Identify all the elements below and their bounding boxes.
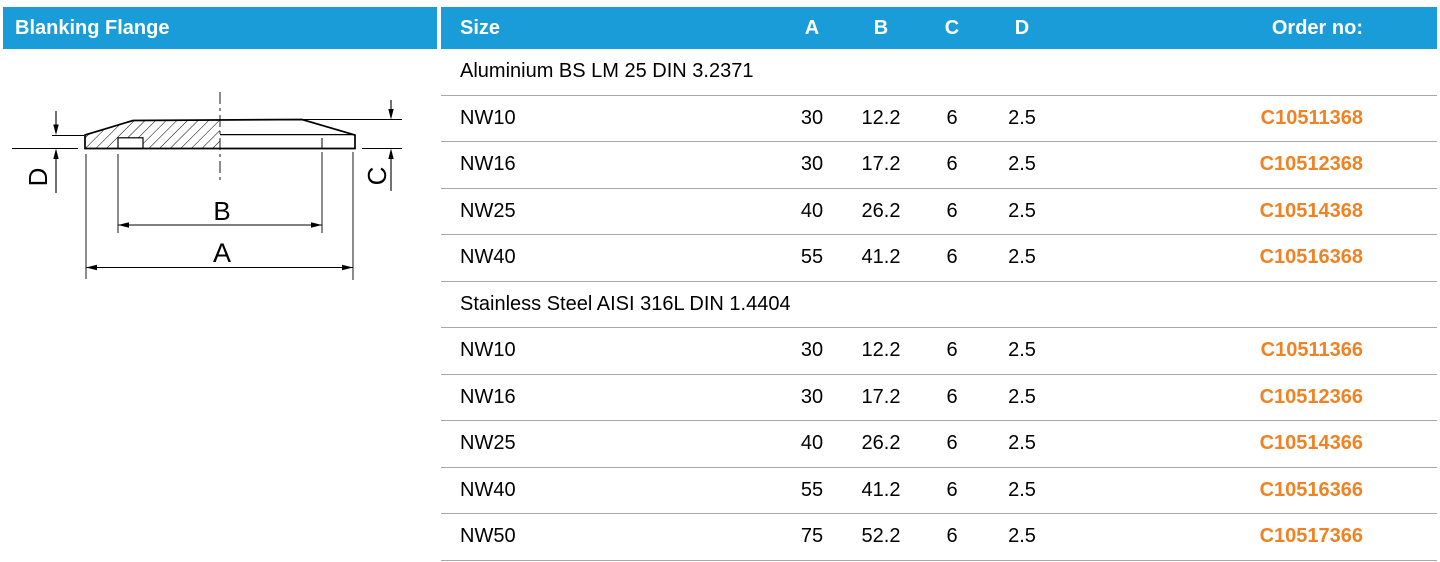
column-header-order-no: Order no:	[1271, 16, 1363, 39]
dim-d-cell: 2.5	[1008, 199, 1036, 222]
dim-b-cell: 41.2	[861, 246, 901, 269]
dim-b-cell: 52.2	[861, 525, 901, 548]
dim-d-cell: 2.5	[1008, 153, 1036, 176]
size-cell: NW40	[460, 478, 516, 501]
dim-d-cell: 2.5	[1008, 525, 1036, 548]
flange-cross-section-drawing: D C B A	[12, 92, 402, 280]
table-row: NW25 40 26.2 6 2.5 C10514366	[441, 421, 1437, 468]
dim-c-cell: 6	[946, 153, 958, 176]
dim-b-cell: 12.2	[861, 339, 901, 362]
dim-a-cell: 55	[800, 478, 824, 501]
table-row: NW10 30 12.2 6 2.5 C10511368	[441, 96, 1437, 142]
size-cell: NW16	[460, 385, 516, 408]
dim-d-cell: 2.5	[1008, 106, 1036, 129]
table-row: NW16 30 17.2 6 2.5 C10512366	[441, 375, 1437, 421]
dim-c-cell: 6	[946, 339, 958, 362]
column-header-c: C	[944, 16, 960, 39]
dimension-c: C	[303, 100, 402, 191]
dim-b-cell: 12.2	[861, 106, 901, 129]
table-row: NW25 40 26.2 6 2.5 C10514368	[441, 189, 1437, 235]
dim-a-cell: 55	[800, 246, 824, 269]
dim-d-cell: 2.5	[1008, 246, 1036, 269]
order-no-link[interactable]: C10516368	[1259, 246, 1363, 269]
dim-label-c: C	[362, 167, 392, 186]
dim-a-cell: 30	[800, 106, 824, 129]
order-no-link[interactable]: C10511366	[1260, 339, 1363, 362]
dim-label-d: D	[23, 168, 53, 187]
size-cell: NW50	[460, 525, 516, 548]
order-no-link[interactable]: C10511368	[1260, 106, 1363, 129]
order-no-link[interactable]: C10514366	[1259, 432, 1363, 455]
dim-c-cell: 6	[946, 385, 958, 408]
order-no-link[interactable]: C10517366	[1259, 525, 1363, 548]
spec-table: Aluminium BS LM 25 DIN 3.2371 NW10 30 12…	[441, 49, 1437, 561]
size-cell: NW16	[460, 153, 516, 176]
dim-d-cell: 2.5	[1008, 432, 1036, 455]
table-row: NW40 55 41.2 6 2.5 C10516366	[441, 468, 1437, 514]
order-no-link[interactable]: C10512366	[1259, 385, 1363, 408]
material-section-title: Aluminium BS LM 25 DIN 3.2371	[460, 60, 754, 83]
size-cell: NW25	[460, 432, 516, 455]
hatched-section	[85, 119, 220, 149]
dim-a-cell: 30	[800, 339, 824, 362]
table-header-row: Size A B C D Order no:	[441, 7, 1437, 49]
material-section-row: Aluminium BS LM 25 DIN 3.2371	[441, 49, 1437, 96]
material-section-row: Stainless Steel AISI 316L DIN 1.4404	[441, 282, 1437, 328]
dim-a-cell: 75	[800, 525, 824, 548]
dim-c-cell: 6	[946, 246, 958, 269]
column-header-a: A	[804, 16, 820, 39]
product-title: Blanking Flange	[15, 16, 170, 39]
dim-c-cell: 6	[946, 106, 958, 129]
size-cell: NW10	[460, 339, 516, 362]
order-no-link[interactable]: C10516366	[1259, 478, 1363, 501]
size-cell: NW10	[460, 106, 516, 129]
size-cell: NW25	[460, 199, 516, 222]
dim-c-cell: 6	[946, 432, 958, 455]
table-row: NW40 55 41.2 6 2.5 C10516368	[441, 235, 1437, 282]
dim-d-cell: 2.5	[1008, 385, 1036, 408]
dim-b-cell: 17.2	[861, 153, 901, 176]
dim-a-cell: 40	[800, 199, 824, 222]
dim-a-cell: 30	[800, 385, 824, 408]
table-row: NW10 30 12.2 6 2.5 C10511366	[441, 328, 1437, 375]
dim-a-cell: 30	[800, 153, 824, 176]
material-section-title: Stainless Steel AISI 316L DIN 1.4404	[460, 292, 791, 315]
dimension-a: A	[85, 152, 354, 280]
dim-c-cell: 6	[946, 199, 958, 222]
size-cell: NW40	[460, 246, 516, 269]
order-no-link[interactable]: C10514368	[1259, 199, 1363, 222]
dim-c-cell: 6	[946, 525, 958, 548]
dim-b-cell: 26.2	[861, 199, 901, 222]
table-row: NW16 30 17.2 6 2.5 C10512368	[441, 142, 1437, 189]
dim-d-cell: 2.5	[1008, 478, 1036, 501]
column-header-d: D	[1014, 16, 1030, 39]
dim-label-a: A	[213, 238, 231, 268]
product-title-cell: Blanking Flange	[3, 7, 437, 49]
dim-b-cell: 41.2	[861, 478, 901, 501]
seal-groove	[117, 137, 144, 150]
dimension-b: B	[117, 152, 323, 233]
dim-d-cell: 2.5	[1008, 339, 1036, 362]
dim-a-cell: 40	[800, 432, 824, 455]
table-row: NW50 75 52.2 6 2.5 C10517366	[441, 514, 1437, 561]
column-header-size: Size	[460, 16, 501, 39]
column-header-b: B	[873, 16, 889, 39]
dim-b-cell: 26.2	[861, 432, 901, 455]
dim-label-b: B	[213, 196, 230, 226]
dimension-d: D	[12, 111, 84, 193]
dim-b-cell: 17.2	[861, 385, 901, 408]
dim-c-cell: 6	[946, 478, 958, 501]
order-no-link[interactable]: C10512368	[1259, 153, 1363, 176]
